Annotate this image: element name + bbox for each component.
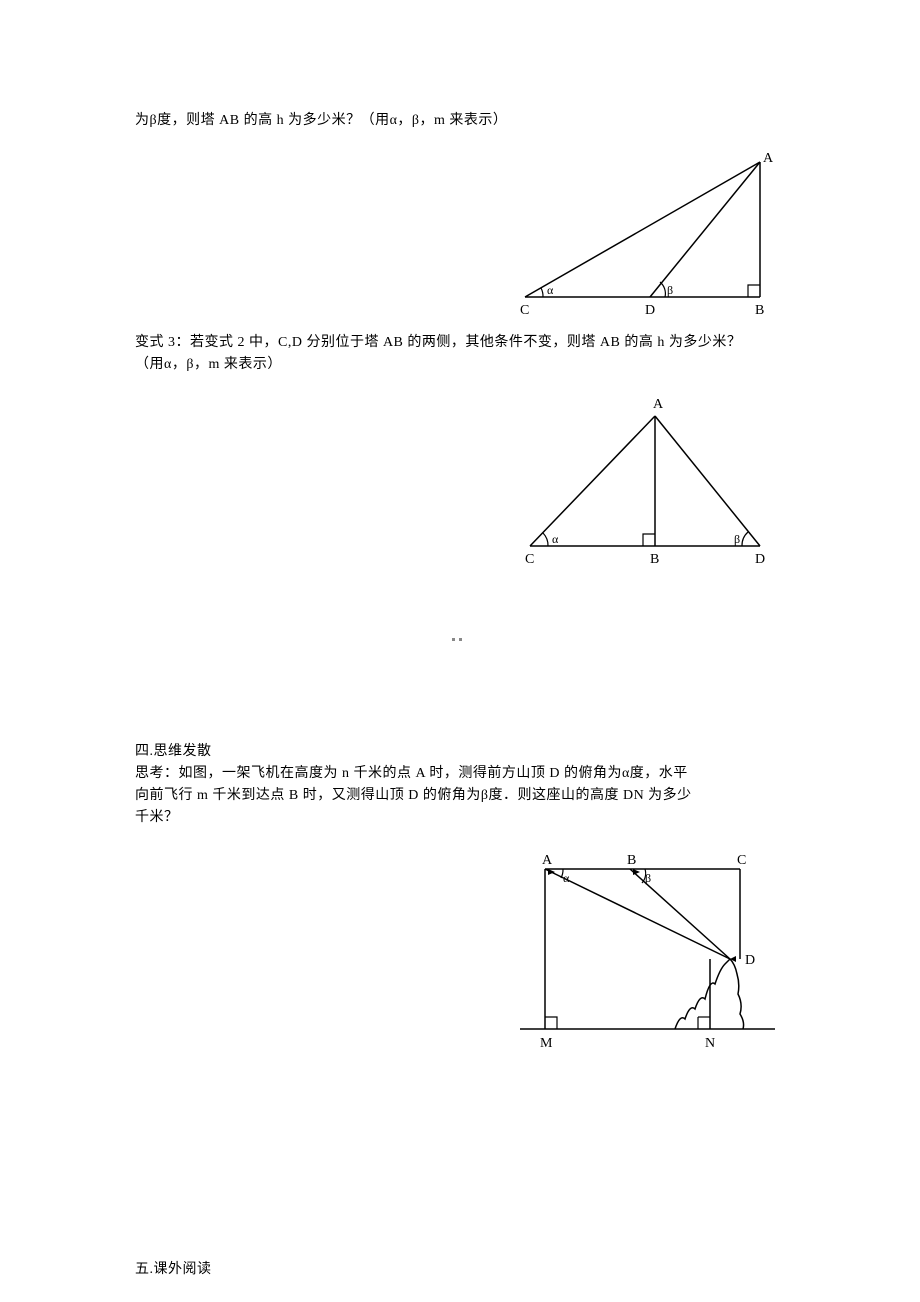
spacer bbox=[135, 576, 785, 741]
diagram-1-container: C D B A α β bbox=[135, 152, 785, 322]
diagram-3-container: A B C D M N α β bbox=[135, 854, 785, 1054]
diagram-3: A B C D M N α β bbox=[515, 854, 785, 1054]
paragraph-line-2: 变式 3：若变式 2 中，C,D 分别位于塔 AB 的两侧，其他条件不变，则塔 … bbox=[135, 332, 785, 354]
label-A: A bbox=[542, 854, 553, 868]
spacer bbox=[135, 1064, 785, 1259]
label-D: D bbox=[645, 303, 655, 318]
label-D: D bbox=[745, 953, 755, 968]
label-A: A bbox=[763, 152, 774, 166]
diagram-2-container: C B D A α β bbox=[135, 396, 785, 566]
diagram-1: C D B A α β bbox=[505, 152, 785, 322]
section-4-line-3: 千米？ bbox=[135, 807, 785, 829]
label-N: N bbox=[705, 1036, 715, 1051]
label-beta: β bbox=[667, 283, 673, 297]
label-C: C bbox=[520, 303, 529, 318]
section-5-title: 五.课外阅读 bbox=[135, 1259, 785, 1281]
label-D: D bbox=[755, 552, 765, 566]
center-mark-icon bbox=[452, 628, 462, 631]
label-C: C bbox=[737, 854, 746, 868]
diagram-2: C B D A α β bbox=[505, 396, 785, 566]
paragraph-line-1: 为β度，则塔 AB 的高 h 为多少米？（用α，β，m 来表示） bbox=[135, 110, 785, 132]
label-M: M bbox=[540, 1036, 553, 1051]
section-4-line-1: 思考：如图，一架飞机在高度为 n 千米的点 A 时，测得前方山顶 D 的俯角为α… bbox=[135, 763, 785, 785]
label-alpha: α bbox=[547, 283, 554, 297]
label-alpha: α bbox=[552, 532, 559, 546]
label-C: C bbox=[525, 552, 534, 566]
label-B: B bbox=[650, 552, 659, 566]
label-beta: β bbox=[734, 532, 740, 546]
paragraph-line-3: （用α，β，m 来表示） bbox=[135, 354, 785, 376]
label-B: B bbox=[627, 854, 636, 868]
label-beta: β bbox=[645, 871, 651, 885]
label-alpha: α bbox=[563, 871, 570, 885]
label-B: B bbox=[755, 303, 764, 318]
section-4-line-2: 向前飞行 m 千米到达点 B 时，又测得山顶 D 的俯角为β度．则这座山的高度 … bbox=[135, 785, 785, 807]
section-4-title: 四.思维发散 bbox=[135, 741, 785, 763]
label-A: A bbox=[653, 397, 664, 412]
